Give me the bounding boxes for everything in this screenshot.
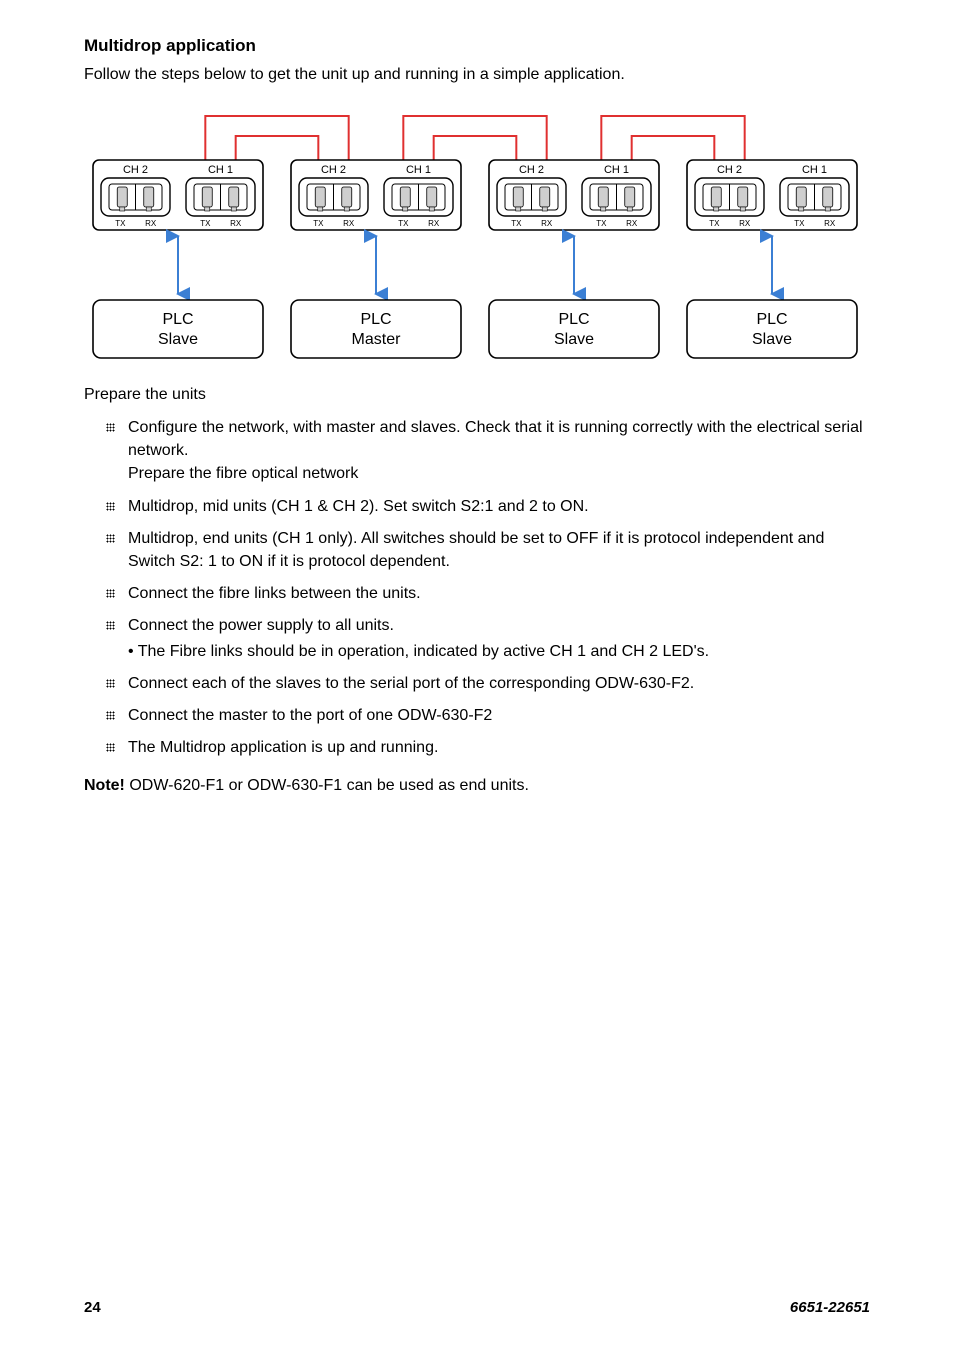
svg-text:TX: TX (511, 219, 522, 228)
note-text: ODW-620-F1 or ODW-630-F1 can be used as … (125, 777, 529, 794)
svg-text:CH 1: CH 1 (604, 164, 629, 176)
svg-text:TX: TX (398, 219, 409, 228)
step-item: Multidrop, mid units (CH 1 & CH 2). Set … (106, 495, 870, 518)
prepare-label: Prepare the units (84, 386, 870, 404)
step-text: Connect the fibre links between the unit… (128, 585, 421, 602)
step-item: Connect each of the slaves to the serial… (106, 672, 870, 695)
svg-text:RX: RX (428, 219, 440, 228)
section-heading: Multidrop application (84, 36, 870, 56)
step-item: Connect the fibre links between the unit… (106, 582, 870, 605)
steps-list: Configure the network, with master and s… (84, 416, 870, 759)
page-footer: 24 6651-22651 (84, 1299, 870, 1316)
svg-text:CH 1: CH 1 (802, 164, 827, 176)
svg-text:RX: RX (343, 219, 355, 228)
step-item: Configure the network, with master and s… (106, 416, 870, 486)
step-item: Multidrop, end units (CH 1 only). All sw… (106, 527, 870, 573)
step-text: Connect the power supply to all units. (128, 617, 394, 634)
svg-text:Master: Master (352, 331, 402, 348)
svg-text:TX: TX (200, 219, 211, 228)
doc-number: 6651-22651 (790, 1299, 870, 1316)
svg-text:RX: RX (626, 219, 638, 228)
step-extra: Prepare the fibre optical network (128, 465, 358, 482)
step-sub: • The Fibre links should be in operation… (128, 640, 870, 663)
svg-text:TX: TX (115, 219, 126, 228)
step-text: Configure the network, with master and s… (128, 419, 863, 459)
step-item: Connect the master to the port of one OD… (106, 704, 870, 727)
svg-text:PLC: PLC (360, 311, 391, 328)
svg-text:TX: TX (313, 219, 324, 228)
svg-text:CH 2: CH 2 (321, 164, 346, 176)
step-text: Connect each of the slaves to the serial… (128, 675, 694, 692)
svg-text:CH 1: CH 1 (406, 164, 431, 176)
svg-text:PLC: PLC (558, 311, 589, 328)
svg-text:Slave: Slave (554, 331, 594, 348)
svg-text:Slave: Slave (752, 331, 792, 348)
svg-text:RX: RX (824, 219, 836, 228)
svg-text:CH 2: CH 2 (123, 164, 148, 176)
svg-text:PLC: PLC (162, 311, 193, 328)
intro-text: Follow the steps below to get the unit u… (84, 66, 870, 84)
svg-text:CH 2: CH 2 (717, 164, 742, 176)
svg-text:TX: TX (709, 219, 720, 228)
note: Note! ODW-620-F1 or ODW-630-F1 can be us… (84, 777, 870, 795)
svg-text:Slave: Slave (158, 331, 198, 348)
svg-text:CH 2: CH 2 (519, 164, 544, 176)
multidrop-diagram: CH 2 CH 1 TX RX TX RX PLC Slave CH 2 CH 1 TX RX TX RX… (87, 104, 867, 360)
svg-text:TX: TX (794, 219, 805, 228)
svg-text:RX: RX (145, 219, 157, 228)
svg-text:RX: RX (230, 219, 242, 228)
step-text: Multidrop, end units (CH 1 only). All sw… (128, 530, 824, 570)
svg-text:RX: RX (739, 219, 751, 228)
step-text: The Multidrop application is up and runn… (128, 739, 438, 756)
svg-text:PLC: PLC (756, 311, 787, 328)
svg-text:RX: RX (541, 219, 553, 228)
note-bold: Note! (84, 777, 125, 794)
page-number: 24 (84, 1299, 101, 1316)
step-item: The Multidrop application is up and runn… (106, 736, 870, 759)
step-item: Connect the power supply to all units. • … (106, 614, 870, 662)
svg-text:TX: TX (596, 219, 607, 228)
step-text: Connect the master to the port of one OD… (128, 707, 492, 724)
svg-text:CH 1: CH 1 (208, 164, 233, 176)
step-text: Multidrop, mid units (CH 1 & CH 2). Set … (128, 498, 589, 515)
